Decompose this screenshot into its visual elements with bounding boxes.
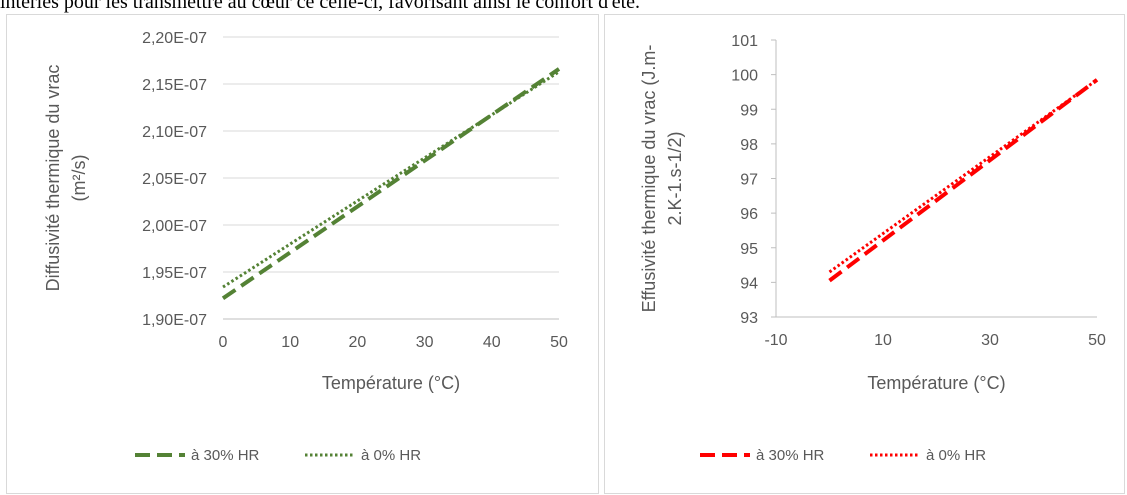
x-tick-label: 0	[219, 334, 228, 351]
y-tick-label: 98	[740, 137, 758, 154]
y-tick-label: 2,05E-07	[142, 171, 207, 188]
x-tick-label: 50	[1088, 332, 1106, 349]
y-tick-label: 97	[740, 172, 758, 189]
y-axis-title: Diffusivité thermique du vrac	[43, 65, 63, 292]
x-axis-title: Température (°C)	[322, 373, 460, 393]
y-axis-title: Effusivité thermique du vrac (J.m-	[639, 45, 659, 313]
y-tick-label: 1,95E-07	[142, 265, 207, 282]
series-line	[828, 78, 1099, 283]
y-tick-label: 99	[740, 102, 758, 119]
page-caption: intériés pour les transmettre au cœur ce…	[0, 0, 640, 13]
x-tick-label: 30	[416, 334, 434, 351]
legend-label: à 0% HR	[361, 447, 421, 464]
x-tick-label: 10	[281, 334, 299, 351]
y-tick-label: 93	[740, 310, 758, 327]
x-axis-title: Température (°C)	[867, 373, 1005, 393]
y-axis-title: 2.K-1.s-1/2)	[665, 131, 685, 225]
x-tick-label: 50	[550, 334, 568, 351]
y-tick-label: 2,15E-07	[142, 77, 207, 94]
y-tick-label: 1,90E-07	[142, 312, 207, 329]
y-tick-label: 96	[740, 206, 758, 223]
legend-label: à 30% HR	[756, 447, 825, 464]
y-axis-title: (m²/s)	[69, 155, 89, 202]
x-tick-label: 10	[874, 332, 892, 349]
y-tick-label: 95	[740, 241, 758, 258]
x-tick-label: 40	[483, 334, 501, 351]
y-tick-label: 2,10E-07	[142, 124, 207, 141]
chart-effusivity: 93 94 95 96 97 98 99 100 101 -10 10 30 50 Température…	[604, 14, 1125, 494]
chart-diffusivity-svg: 1,90E-07 1,95E-07 2,00E-07 2,05E-07 2,10E-07…	[43, 30, 568, 464]
x-tick-label: 30	[981, 332, 999, 349]
chart-effusivity-svg: 93 94 95 96 97 98 99 100 101 -10 10 30 50 Température…	[639, 33, 1106, 464]
series-line	[828, 78, 1098, 274]
x-tick-label: 20	[349, 334, 367, 351]
y-tick-label: 100	[731, 68, 758, 85]
y-tick-label: 101	[731, 33, 758, 50]
legend-label: à 0% HR	[926, 447, 986, 464]
y-tick-label: 94	[740, 275, 758, 292]
series-line	[222, 70, 560, 289]
y-tick-label: 2,20E-07	[142, 30, 207, 47]
legend-label: à 30% HR	[191, 447, 260, 464]
y-tick-label: 2,00E-07	[142, 218, 207, 235]
series-line	[221, 67, 561, 300]
chart-diffusivity: 1,90E-07 1,95E-07 2,00E-07 2,05E-07 2,10E-07…	[6, 14, 599, 494]
x-tick-label: -10	[764, 332, 787, 349]
